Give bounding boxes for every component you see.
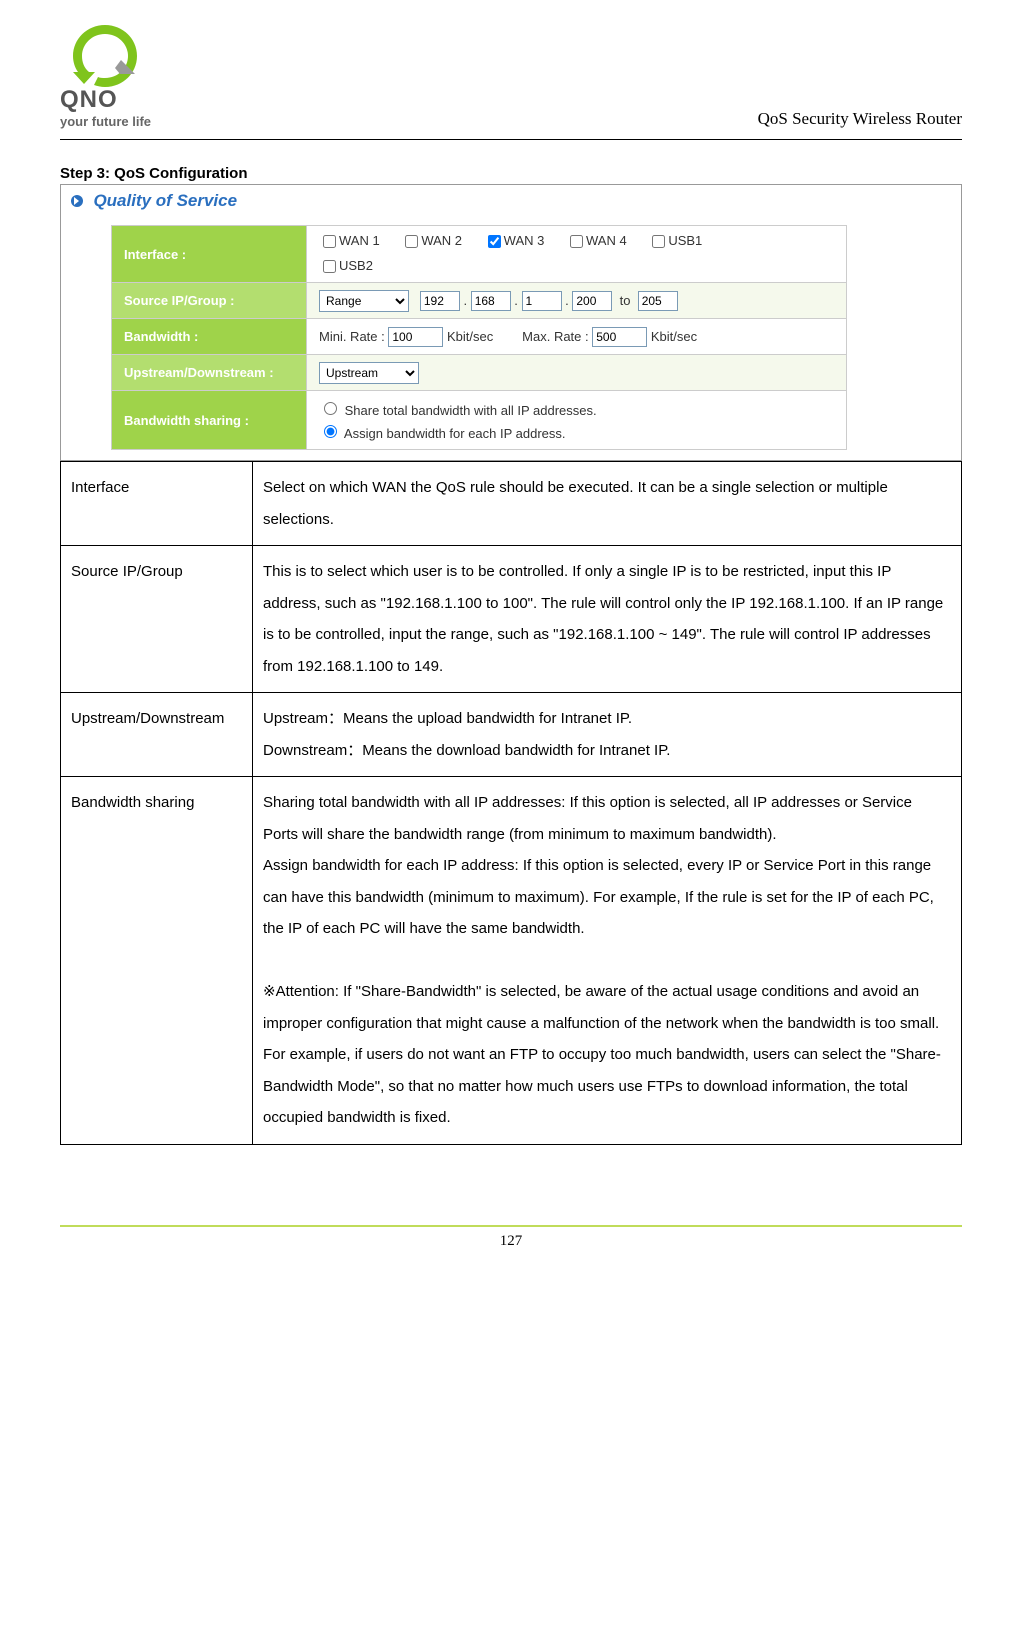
to-label: to bbox=[620, 293, 631, 308]
source-mode-select[interactable]: Range bbox=[319, 290, 409, 312]
step-heading: Step 3: QoS Configuration bbox=[60, 165, 962, 182]
min-rate-label: Mini. Rate : bbox=[319, 329, 385, 344]
assign-each-label: Assign bandwidth for each IP address. bbox=[344, 426, 566, 441]
usb2-checkbox[interactable] bbox=[323, 260, 336, 273]
share-all-radio[interactable] bbox=[324, 402, 337, 415]
desc-direction-text: Upstream：Means the upload bandwidth for … bbox=[253, 693, 962, 777]
desc-sharing-p2: Assign bandwidth for each IP address: If… bbox=[263, 857, 934, 937]
usb1-label: USB1 bbox=[668, 233, 702, 248]
qos-config-table: Interface : WAN 1 WAN 2 WAN 3 WAN 4 USB1… bbox=[111, 225, 847, 450]
share-all-label: Share total bandwidth with all IP addres… bbox=[345, 403, 597, 418]
ip-octet-4[interactable] bbox=[572, 291, 612, 311]
usb1-checkbox[interactable] bbox=[652, 235, 665, 248]
desc-direction-label: Upstream/Downstream bbox=[61, 693, 253, 777]
brand-logo-block: QNO your future life bbox=[60, 20, 151, 129]
panel-bullet-icon bbox=[71, 195, 83, 207]
desc-interface-text: Select on which WAN the QoS rule should … bbox=[253, 462, 962, 546]
direction-select[interactable]: Upstream bbox=[319, 362, 419, 384]
wan4-checkbox[interactable] bbox=[570, 235, 583, 248]
qno-logo-icon bbox=[60, 20, 150, 90]
max-rate-label: Max. Rate : bbox=[522, 329, 588, 344]
wan3-checkbox[interactable] bbox=[488, 235, 501, 248]
min-rate-unit: Kbit/sec bbox=[447, 329, 493, 344]
assign-each-radio[interactable] bbox=[324, 425, 337, 438]
min-rate-input[interactable] bbox=[388, 327, 443, 347]
page-footer: 127 bbox=[60, 1225, 962, 1250]
interface-label: Interface : bbox=[112, 226, 307, 283]
max-rate-unit: Kbit/sec bbox=[651, 329, 697, 344]
desc-sharing-text: Sharing total bandwidth with all IP addr… bbox=[253, 777, 962, 1145]
document-title: QoS Security Wireless Router bbox=[758, 109, 962, 129]
panel-title: Quality of Service bbox=[93, 191, 237, 210]
desc-source-text: This is to select which user is to be co… bbox=[253, 546, 962, 693]
description-table: Interface Select on which WAN the QoS ru… bbox=[60, 461, 962, 1145]
page-number: 127 bbox=[500, 1233, 523, 1249]
direction-label: Upstream/Downstream : bbox=[112, 355, 307, 391]
desc-source-label: Source IP/Group bbox=[61, 546, 253, 693]
ip-octet-3[interactable] bbox=[522, 291, 562, 311]
ip-octet-1[interactable] bbox=[420, 291, 460, 311]
ip-to-octet[interactable] bbox=[638, 291, 678, 311]
interface-field: WAN 1 WAN 2 WAN 3 WAN 4 USB1 USB2 bbox=[307, 226, 847, 283]
sharing-field: Share total bandwidth with all IP addres… bbox=[307, 391, 847, 450]
bandwidth-label: Bandwidth : bbox=[112, 319, 307, 355]
brand-tagline: your future life bbox=[60, 114, 151, 129]
wan1-checkbox[interactable] bbox=[323, 235, 336, 248]
panel-titlebar: Quality of Service bbox=[61, 185, 961, 217]
desc-direction-line2: Downstream：Means the download bandwidth … bbox=[263, 742, 670, 759]
max-rate-input[interactable] bbox=[592, 327, 647, 347]
direction-field: Upstream bbox=[307, 355, 847, 391]
desc-interface-label: Interface bbox=[61, 462, 253, 546]
bandwidth-field: Mini. Rate : Kbit/sec Max. Rate : Kbit/s… bbox=[307, 319, 847, 355]
usb2-label: USB2 bbox=[339, 258, 373, 273]
source-label: Source IP/Group : bbox=[112, 283, 307, 319]
wan3-label: WAN 3 bbox=[504, 233, 545, 248]
qos-config-panel: Quality of Service Interface : WAN 1 WAN… bbox=[60, 184, 962, 461]
wan1-label: WAN 1 bbox=[339, 233, 380, 248]
desc-sharing-p1: Sharing total bandwidth with all IP addr… bbox=[263, 794, 912, 843]
ip-octet-2[interactable] bbox=[471, 291, 511, 311]
desc-sharing-label: Bandwidth sharing bbox=[61, 777, 253, 1145]
page-header: QNO your future life QoS Security Wirele… bbox=[60, 20, 962, 140]
desc-direction-line1: Upstream：Means the upload bandwidth for … bbox=[263, 710, 632, 727]
desc-sharing-p3: ※Attention: If "Share-Bandwidth" is sele… bbox=[263, 983, 941, 1126]
wan2-label: WAN 2 bbox=[421, 233, 462, 248]
source-field: Range . . . to bbox=[307, 283, 847, 319]
wan4-label: WAN 4 bbox=[586, 233, 627, 248]
brand-name: QNO bbox=[60, 86, 118, 114]
wan2-checkbox[interactable] bbox=[405, 235, 418, 248]
sharing-label: Bandwidth sharing : bbox=[112, 391, 307, 450]
